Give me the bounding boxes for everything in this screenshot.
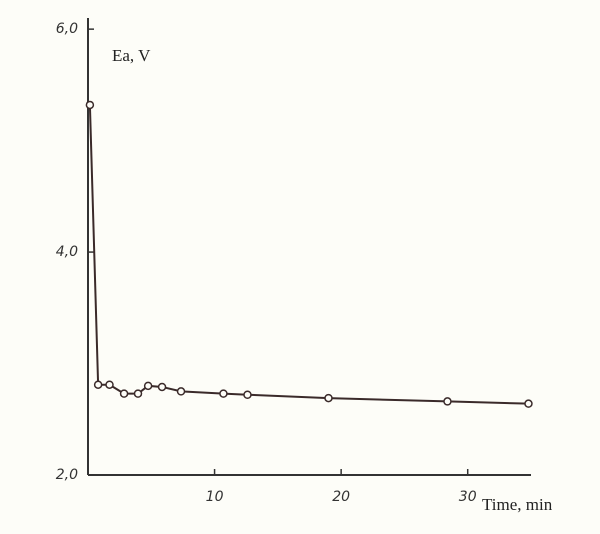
data-point [93, 380, 103, 389]
data-point [157, 382, 167, 392]
data-point [324, 393, 333, 403]
data-point [119, 389, 129, 398]
x-axis-label: Time, min [482, 495, 553, 514]
data-point [105, 380, 114, 389]
y-tick-label: 6,0 [56, 21, 78, 37]
y-tick-label: 4,0 [56, 244, 78, 260]
y-tick-label: 2,0 [56, 467, 78, 483]
y-axis-label: Ea, V [112, 46, 151, 65]
data-point [524, 399, 533, 408]
data-point [85, 100, 95, 110]
x-tick-label: 10 [206, 489, 224, 505]
x-tick-label: 20 [332, 489, 350, 505]
data-point [219, 389, 228, 398]
data-point [133, 389, 143, 398]
data-point [143, 381, 153, 391]
data-point [443, 397, 452, 406]
x-tick-label: 30 [459, 489, 477, 505]
data-point [176, 387, 186, 396]
data-point [243, 390, 252, 399]
